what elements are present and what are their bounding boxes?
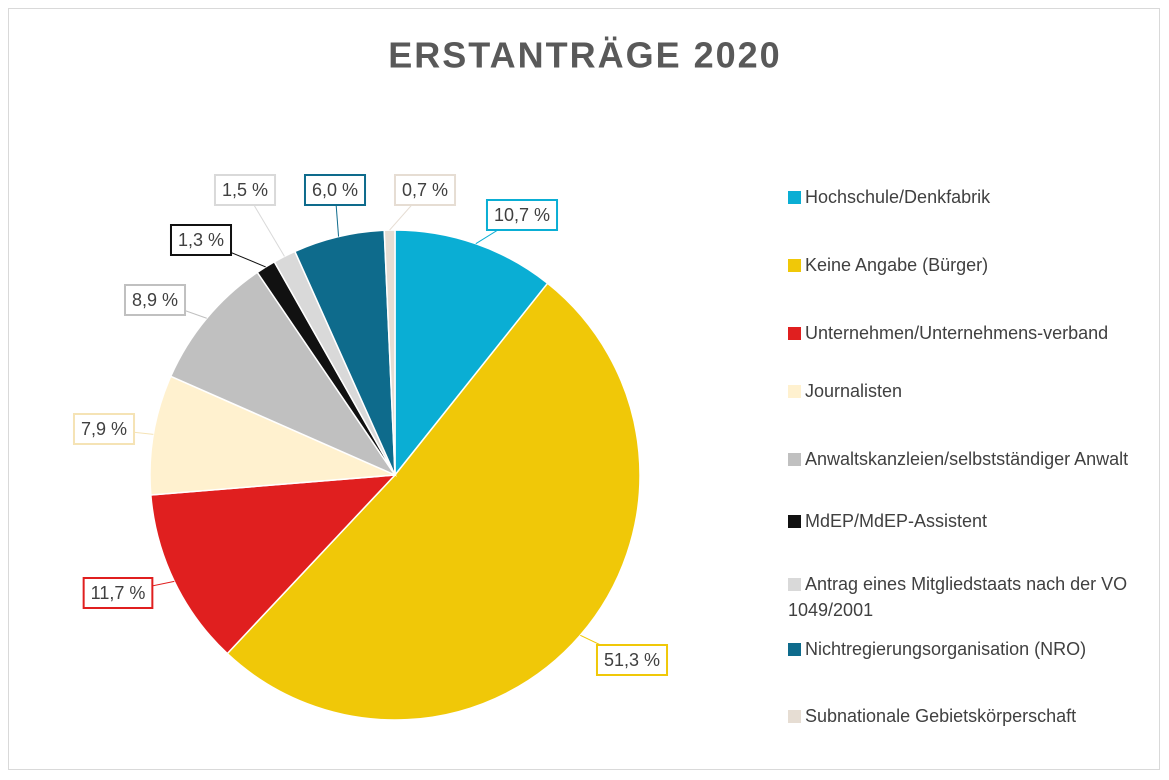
legend-item: Unternehmen/Unternehmens-verband	[788, 320, 1153, 346]
data-label-box	[123, 284, 187, 316]
data-label-text: 0,7 %	[402, 180, 448, 200]
legend-label: Journalisten	[805, 381, 903, 401]
data-label-box	[169, 224, 233, 256]
data-label-box	[393, 174, 457, 206]
legend-label: Subnationale Gebietskörperschaft	[805, 706, 1077, 726]
data-label: 0,7 %	[389, 174, 457, 231]
legend-swatch	[788, 453, 801, 466]
legend-swatch	[788, 578, 801, 591]
data-label-box	[595, 644, 669, 676]
data-label-text: 8,9 %	[132, 290, 178, 310]
data-label: 51,3 %	[580, 634, 669, 676]
legend-label: Antrag eines Mitgliedstaats nach der VO …	[788, 574, 1128, 620]
data-label-text: 51,3 %	[604, 650, 660, 670]
data-label-box	[303, 174, 367, 206]
pie-slice	[394, 229, 549, 478]
legend-item: Subnationale Gebietskörperschaft	[788, 703, 1153, 729]
pie-slice	[150, 474, 397, 655]
data-label-text: 7,9 %	[81, 419, 127, 439]
legend-swatch	[788, 327, 801, 340]
data-label: 1,5 %	[213, 174, 285, 257]
legend-swatch	[788, 515, 801, 528]
legend-label: Unternehmen/Unternehmens-verband	[805, 323, 1109, 343]
chart-title: ERSTANTRÄGE 2020	[388, 35, 781, 76]
legend-item: MdEP/MdEP-Assistent	[788, 508, 1153, 534]
data-label: 1,3 %	[169, 224, 266, 268]
data-label-text: 1,3 %	[178, 230, 224, 250]
data-label-box	[72, 413, 136, 445]
legend-swatch	[788, 191, 801, 204]
legend-item: Keine Angabe (Bürger)	[788, 252, 1153, 278]
legend-swatch	[788, 259, 801, 272]
data-label-box	[82, 577, 154, 609]
legend-item: Anwaltskanzleien/selbstständiger Anwalt	[788, 446, 1153, 472]
legend-swatch	[788, 385, 801, 398]
legend-label: MdEP/MdEP-Assistent	[805, 511, 988, 531]
pie-slice	[149, 375, 396, 496]
data-label: 10,7 %	[475, 199, 559, 245]
data-label: 11,7 %	[82, 577, 175, 609]
legend-item: Hochschule/Denkfabrik	[788, 184, 1153, 210]
legend-label: Keine Angabe (Bürger)	[805, 255, 989, 275]
data-label: 8,9 %	[123, 284, 207, 319]
data-label-text: 1,5 %	[222, 180, 268, 200]
data-label-text: 11,7 %	[91, 583, 146, 603]
legend-label: Nichtregierungsorganisation (NRO)	[805, 639, 1087, 659]
legend-item: Nichtregierungsorganisation (NRO)	[788, 636, 1153, 662]
legend-swatch	[788, 710, 801, 723]
data-label-box	[485, 199, 559, 231]
pie-slice	[169, 271, 398, 477]
data-label: 7,9 %	[72, 413, 154, 445]
legend-item: Journalisten	[788, 378, 1153, 404]
legend-label: Anwaltskanzleien/selbstständiger Anwalt	[805, 449, 1129, 469]
data-label-text: 6,0 %	[312, 180, 358, 200]
legend-label: Hochschule/Denkfabrik	[805, 187, 991, 207]
data-label-text: 10,7 %	[494, 205, 550, 225]
data-label-box	[213, 174, 277, 206]
legend-item: Antrag eines Mitgliedstaats nach der VO …	[788, 571, 1153, 623]
pie-slice	[226, 282, 641, 721]
legend-swatch	[788, 643, 801, 656]
data-label: 6,0 %	[303, 174, 367, 237]
